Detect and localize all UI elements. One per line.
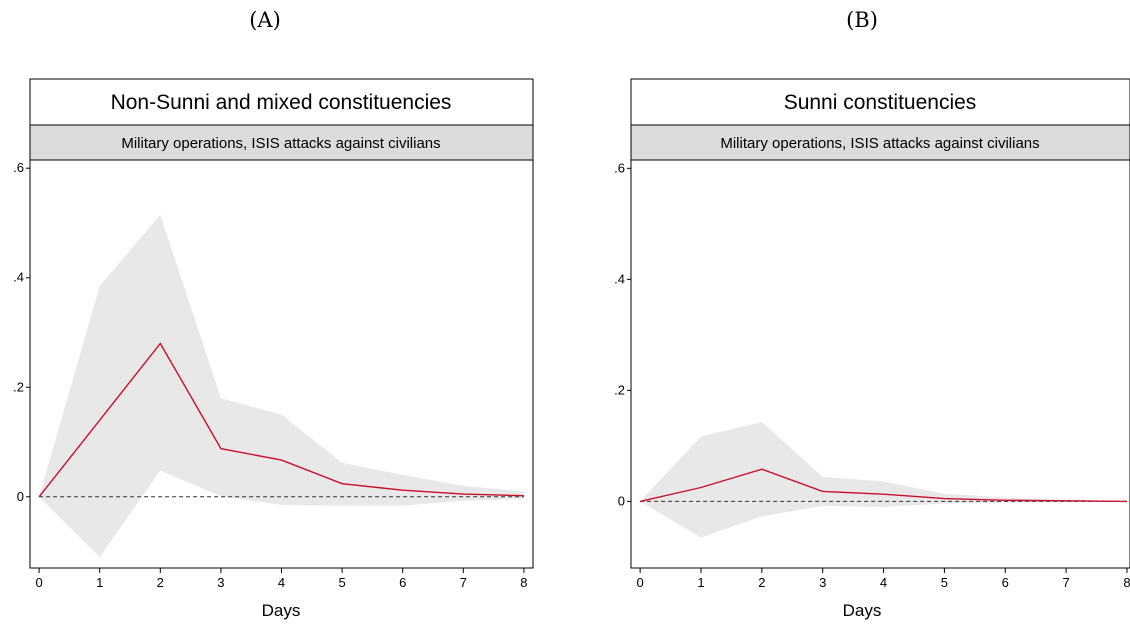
y-tick-label: .6	[614, 160, 625, 175]
x-tick-label: 3	[217, 575, 224, 590]
y-tick-label: .4	[614, 271, 625, 286]
x-tick-label: 7	[1062, 575, 1069, 590]
y-tick-label: 0	[618, 493, 625, 508]
panel-label: (A)	[249, 8, 281, 32]
chart-title: Sunni constituencies	[784, 91, 977, 114]
plot-area: 0 .2 .4 .6 0 1 2 3 4 5 6 7 8	[614, 160, 1130, 590]
confidence-band	[640, 422, 1127, 538]
panel-label: (B)	[846, 8, 878, 32]
x-tick-label: 6	[399, 575, 406, 590]
plot-area: 0 .2 .4 .6 0 1 2 3 4 5 6 7 8	[13, 160, 527, 590]
x-tick-label: 8	[1123, 575, 1130, 590]
subtitle-box	[630, 124, 1130, 161]
x-tick-label: 0	[637, 575, 644, 590]
x-tick-label: 2	[157, 575, 164, 590]
x-tick-label: 3	[819, 575, 826, 590]
y-tick-label: .2	[13, 379, 24, 394]
chart-subtitle: Military operations, ISIS attacks agains…	[720, 135, 1039, 152]
y-tick-label: .2	[614, 382, 625, 397]
x-tick-label: 5	[941, 575, 948, 590]
y-tick-label: 0	[17, 489, 24, 504]
x-tick-label: 4	[880, 575, 887, 590]
estimate-line	[38, 342, 524, 498]
x-tick-label: 1	[697, 575, 704, 590]
x-tick-label: 4	[278, 575, 285, 590]
confidence-band	[39, 214, 524, 558]
title-box	[29, 78, 534, 126]
estimate-line	[639, 468, 1127, 503]
x-tick-label: 1	[96, 575, 103, 590]
x-tick-label: 8	[520, 575, 527, 590]
panel-b: (B) Sunni constituencies Military operat…	[614, 8, 1130, 620]
x-tick-label: 6	[1002, 575, 1009, 590]
x-axis-label: Days	[262, 601, 301, 620]
chart-subtitle: Military operations, ISIS attacks agains…	[121, 135, 440, 152]
x-tick-label: 0	[35, 575, 42, 590]
x-tick-label: 5	[338, 575, 345, 590]
x-tick-label: 7	[460, 575, 467, 590]
x-tick-label: 2	[758, 575, 765, 590]
x-axis-label: Days	[843, 601, 882, 620]
chart-title: Non-Sunni and mixed constituencies	[111, 91, 452, 114]
panel-a: (A) Non-Sunni and mixed constituencies M…	[13, 8, 534, 620]
subtitle-box	[29, 124, 534, 161]
title-box	[630, 78, 1130, 126]
y-tick-label: .4	[13, 270, 24, 285]
y-tick-label: .6	[13, 160, 24, 175]
